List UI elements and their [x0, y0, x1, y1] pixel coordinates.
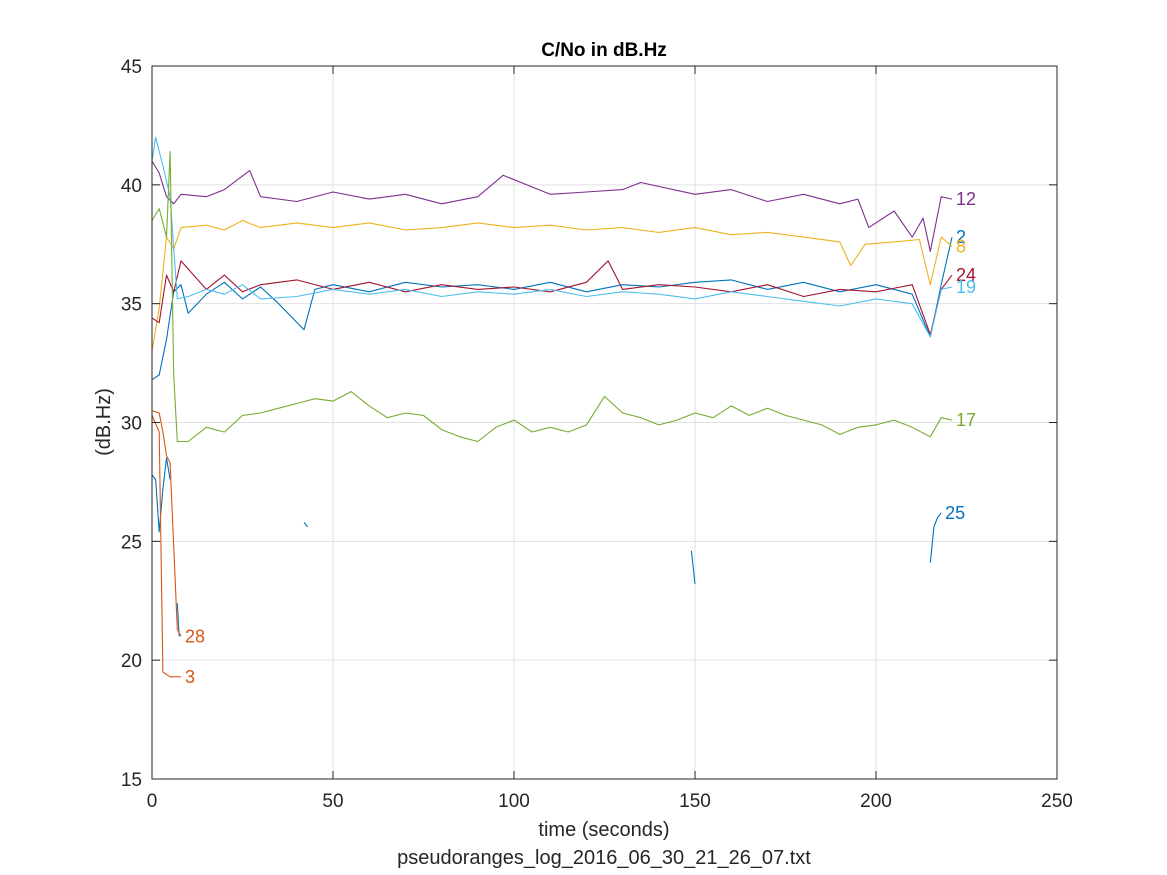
series-line-25 [690, 550, 696, 585]
y-tick-label: 25 [121, 532, 142, 553]
chart-title: C/No in dB.Hz [541, 40, 667, 61]
series-label-25: 25 [945, 503, 965, 523]
series-line-28 [151, 410, 182, 637]
series-line-2 [151, 236, 953, 381]
series-line-25 [929, 512, 942, 563]
y-tick-label: 30 [121, 414, 142, 435]
series-line-12 [151, 160, 953, 252]
subtitle: pseudoranges_log_2016_06_30_21_26_07.txt [397, 847, 811, 869]
x-tick-label: 0 [147, 791, 158, 812]
x-tick-label: 50 [322, 791, 343, 812]
x-tick-label: 100 [498, 791, 530, 812]
series-label-2: 2 [956, 227, 966, 247]
ticks: 0 50 100 150 200 250 15 20 25 30 35 40 45 [121, 57, 1073, 812]
x-tick-label: 200 [860, 791, 892, 812]
x-tick-label: 150 [679, 791, 711, 812]
series-line-19 [151, 136, 953, 338]
series-group [151, 136, 953, 678]
series-line-25 [303, 521, 309, 528]
series-line-25 [151, 457, 171, 533]
series-line-17 [151, 151, 953, 443]
series-line-25 [176, 603, 180, 637]
series-line-3 [151, 415, 181, 678]
y-tick-label: 35 [121, 295, 142, 316]
series-label-19: 19 [956, 277, 976, 297]
x-axis-title: time (seconds) [538, 819, 669, 841]
y-tick-label: 15 [121, 770, 142, 791]
series-label-24: 24 [956, 265, 976, 285]
series-label-3: 3 [185, 667, 195, 687]
y-tick-label: 40 [121, 176, 142, 197]
y-tick-label: 45 [121, 57, 142, 78]
series-label-12: 12 [956, 189, 976, 209]
series-label-28: 28 [185, 626, 205, 646]
series-label-17: 17 [956, 410, 976, 430]
y-tick-label: 20 [121, 651, 142, 672]
series-line-8 [151, 219, 953, 352]
x-tick-label: 250 [1041, 791, 1073, 812]
y-axis-title: (dB.Hz) [93, 388, 115, 456]
grid [152, 66, 1057, 779]
series-label-8: 8 [956, 237, 966, 257]
